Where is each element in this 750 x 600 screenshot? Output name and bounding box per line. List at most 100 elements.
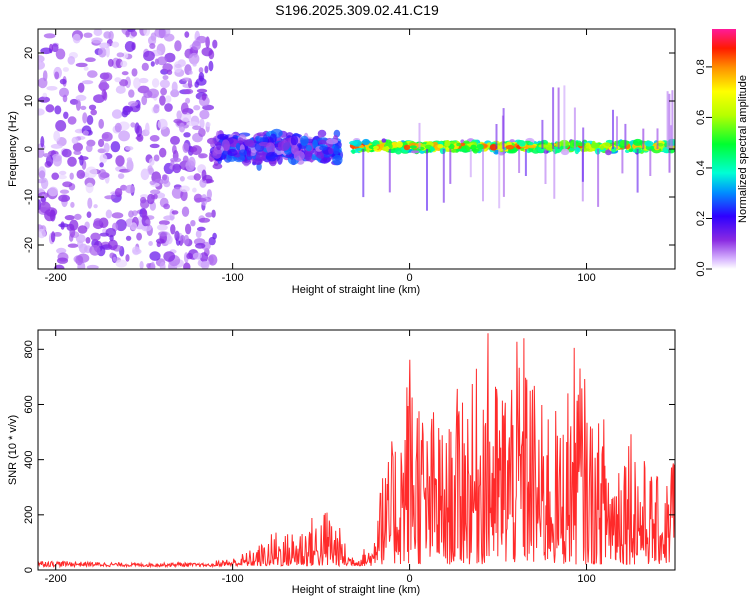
spectrogram-cell <box>136 232 143 241</box>
spectrogram-cell <box>469 149 472 178</box>
spectrogram-cell <box>373 145 379 150</box>
spectrogram-cell <box>544 149 547 184</box>
spectrogram-cell <box>150 61 155 67</box>
spectrogram-cell <box>116 52 125 58</box>
spectrogram-cell <box>159 95 166 106</box>
spectrogram-cell <box>265 151 278 162</box>
spectrogram-cell <box>616 116 618 149</box>
spectrogram-cell <box>311 154 317 161</box>
spectrogram-cell <box>136 125 143 137</box>
spectrogram-x-tick-label: -200 <box>45 272 67 284</box>
spectrogram-cell <box>642 128 645 149</box>
spectrogram-cell <box>186 252 193 260</box>
spectrogram-cell <box>217 133 229 140</box>
spectrogram-cell <box>179 185 190 193</box>
spectrogram-cell <box>83 32 93 38</box>
spectrogram-cell <box>163 203 171 210</box>
spectrogram-cell <box>51 172 59 180</box>
spectrogram-cell <box>573 107 576 149</box>
spectrogram-cell <box>115 85 126 94</box>
spectrogram-cell <box>277 153 283 165</box>
spectrogram-cell <box>71 136 79 144</box>
spectrogram-cell <box>77 225 88 234</box>
spectrogram-cell <box>505 145 515 150</box>
spectrogram-y-tick-label: -20 <box>23 237 35 253</box>
spectrogram-cell <box>99 153 108 164</box>
spectrogram-cell <box>93 204 98 209</box>
colorbar-tick-label: 0.2 <box>695 211 707 226</box>
spectrogram-cell <box>429 146 435 151</box>
spectrogram-cell <box>123 106 134 113</box>
spectrogram-cell <box>104 195 116 200</box>
spectrogram-cell <box>174 40 182 52</box>
spectrogram-cell <box>114 122 122 133</box>
spectrogram-cell <box>381 138 387 143</box>
spectrogram-cell <box>170 157 182 163</box>
spectrogram-cell <box>75 94 87 101</box>
spectrogram-cell <box>590 142 600 149</box>
spectrogram-cell <box>621 149 624 174</box>
spectrogram-x-tick-label: 0 <box>407 272 413 284</box>
spectrogram-cell <box>103 72 113 82</box>
spectrogram-cell <box>624 123 627 149</box>
spectrogram-cell <box>520 147 525 151</box>
spectrogram-cell <box>149 143 160 149</box>
spectrogram-cell <box>198 153 208 159</box>
spectrogram-cell <box>158 231 168 237</box>
spectrogram-cell <box>362 138 370 146</box>
spectrogram-cell <box>149 43 156 49</box>
spectrogram-cell <box>85 144 93 153</box>
colorbar-label: Normalized spectral amplitude <box>737 75 749 223</box>
spectrogram-cell <box>552 87 555 149</box>
spectrogram-cell <box>173 61 182 73</box>
spectrogram-cell <box>115 219 127 232</box>
spectrogram-cell <box>40 136 45 148</box>
spectrogram-cell <box>476 143 484 150</box>
spectrogram-cell <box>644 140 654 147</box>
spectrogram-cell <box>54 105 62 115</box>
spectrogram-cell <box>87 197 93 209</box>
spectrogram-x-tick-label: -100 <box>222 272 244 284</box>
spectrogram-cell <box>162 75 169 80</box>
spectrogram-cell <box>563 85 566 149</box>
spectrogram-cell <box>482 149 484 202</box>
spectrogram-cell <box>170 135 180 145</box>
spectrogram-cell <box>124 41 135 52</box>
spectrogram-cell <box>180 102 189 115</box>
snr-y-tick-label: 200 <box>23 506 35 524</box>
spectrogram-cell <box>437 144 444 149</box>
spectrogram-cell <box>183 262 191 269</box>
spectrogram-cell <box>410 150 420 154</box>
spectrogram-cell <box>55 48 66 60</box>
spectrogram-cell <box>246 147 252 157</box>
spectrogram-cell <box>110 141 121 153</box>
spectrogram-cell <box>159 147 167 158</box>
spectrogram-cell <box>205 122 211 127</box>
spectrogram-cell <box>111 109 123 119</box>
spectrogram-cell <box>78 156 89 161</box>
spectrogram-cell <box>126 157 133 163</box>
snr-y-tick-label: 0 <box>23 567 35 573</box>
spectrogram-cell <box>156 224 168 231</box>
spectrogram-cell <box>158 220 170 226</box>
spectrogram-cell <box>332 154 343 166</box>
spectrogram-cell <box>192 62 197 67</box>
spectrogram-cell <box>226 148 238 157</box>
spectrogram-cell <box>38 228 46 239</box>
spectrogram-cell <box>185 223 192 235</box>
spectrogram-cell <box>141 62 149 71</box>
colorbar-tick-label: 0.6 <box>695 110 707 125</box>
snr-y-ticks: 0 200 400 600 800 <box>23 340 675 573</box>
spectrogram-cell <box>130 30 138 37</box>
spectrogram-cell <box>55 120 67 132</box>
spectrogram-cell <box>235 142 241 151</box>
spectrogram-cell <box>149 135 160 142</box>
spectrogram-cell <box>183 132 191 138</box>
spectrogram-cell <box>160 87 168 96</box>
spectrogram-cell <box>87 70 98 78</box>
spectrogram-cell <box>67 56 76 65</box>
spectrogram-cell <box>174 230 180 241</box>
spectrogram-cell <box>188 52 200 65</box>
spectrogram-cell <box>394 147 402 155</box>
